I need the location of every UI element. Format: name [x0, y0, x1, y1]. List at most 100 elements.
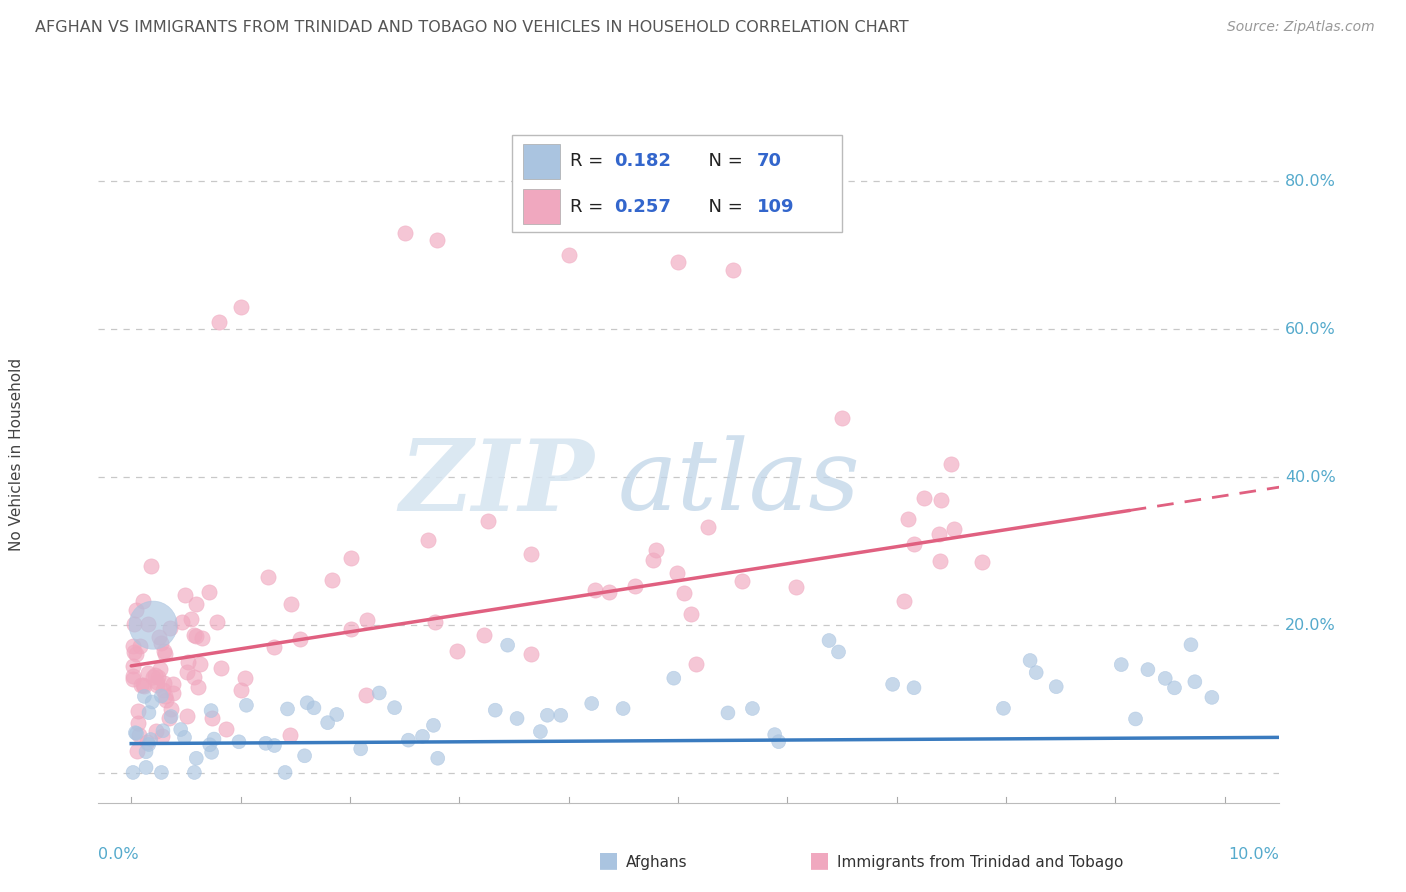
- Point: [325, 707, 347, 722]
- Point: [422, 718, 444, 732]
- Point: [912, 491, 935, 506]
- Point: [228, 735, 250, 749]
- Point: [339, 622, 361, 636]
- Point: [152, 675, 174, 690]
- Point: [135, 745, 157, 759]
- Point: [550, 708, 572, 723]
- Point: [721, 263, 744, 277]
- Point: [148, 630, 170, 644]
- Point: [145, 675, 167, 690]
- Point: [446, 644, 468, 658]
- Point: [183, 627, 205, 641]
- Point: [929, 554, 952, 568]
- Point: [827, 645, 849, 659]
- Point: [125, 726, 148, 740]
- Point: [139, 732, 162, 747]
- Point: [162, 676, 184, 690]
- Point: [1125, 712, 1147, 726]
- Point: [124, 725, 146, 739]
- Text: No Vehicles in Household: No Vehicles in Household: [10, 359, 24, 551]
- Point: [1163, 681, 1185, 695]
- Point: [124, 645, 146, 659]
- Point: [122, 640, 145, 654]
- Point: [215, 723, 238, 737]
- Point: [198, 584, 221, 599]
- Point: [138, 665, 160, 680]
- Point: [321, 574, 343, 588]
- Text: 0.182: 0.182: [614, 153, 671, 170]
- Point: [128, 728, 150, 742]
- Point: [136, 617, 159, 632]
- Point: [201, 710, 224, 724]
- Point: [198, 738, 221, 752]
- Point: [295, 696, 318, 710]
- Point: [233, 671, 256, 685]
- Point: [191, 631, 214, 645]
- Point: [145, 724, 167, 739]
- Point: [152, 682, 174, 697]
- Text: N =: N =: [697, 198, 748, 216]
- Point: [263, 739, 285, 753]
- Point: [155, 693, 177, 707]
- Point: [121, 673, 143, 687]
- Point: [288, 632, 311, 646]
- Text: Immigrants from Trinidad and Tobago: Immigrants from Trinidad and Tobago: [837, 855, 1123, 870]
- Point: [122, 659, 145, 673]
- Text: R =: R =: [569, 153, 609, 170]
- Text: 0.257: 0.257: [614, 198, 671, 216]
- Point: [229, 683, 252, 698]
- Point: [645, 543, 668, 558]
- Point: [134, 679, 156, 693]
- Point: [394, 226, 416, 240]
- Point: [145, 678, 167, 692]
- Point: [142, 618, 165, 632]
- Point: [132, 594, 155, 608]
- Point: [129, 677, 152, 691]
- Text: 109: 109: [756, 198, 794, 216]
- Text: AFGHAN VS IMMIGRANTS FROM TRINIDAD AND TOBAGO NO VEHICLES IN HOUSEHOLD CORRELATI: AFGHAN VS IMMIGRANTS FROM TRINIDAD AND T…: [35, 20, 908, 35]
- Point: [893, 594, 915, 608]
- Point: [152, 723, 174, 738]
- Point: [316, 715, 339, 730]
- Point: [180, 612, 202, 626]
- Text: 80.0%: 80.0%: [1285, 174, 1336, 188]
- Point: [153, 643, 176, 657]
- Point: [1136, 663, 1159, 677]
- Point: [276, 702, 298, 716]
- Point: [187, 680, 209, 694]
- Point: [125, 603, 148, 617]
- Point: [128, 640, 150, 654]
- Point: [472, 628, 495, 642]
- Text: R =: R =: [569, 198, 609, 216]
- Point: [384, 700, 406, 714]
- Point: [278, 728, 301, 742]
- Point: [598, 584, 620, 599]
- Point: [939, 457, 962, 471]
- Point: [136, 735, 159, 749]
- Point: [138, 706, 160, 720]
- Point: [302, 700, 325, 714]
- Point: [520, 647, 543, 661]
- Point: [135, 760, 157, 774]
- Point: [496, 638, 519, 652]
- Point: [183, 670, 205, 684]
- Point: [423, 615, 446, 630]
- Point: [127, 704, 149, 718]
- Point: [903, 681, 925, 695]
- Point: [229, 300, 252, 314]
- Point: [942, 522, 965, 536]
- Point: [173, 731, 195, 745]
- Point: [148, 670, 170, 684]
- Point: [159, 621, 181, 635]
- Point: [412, 729, 434, 743]
- Point: [186, 628, 208, 642]
- Point: [768, 734, 790, 748]
- Point: [186, 751, 208, 765]
- Point: [153, 690, 176, 704]
- Point: [157, 711, 180, 725]
- Point: [1025, 665, 1047, 680]
- Point: [818, 633, 841, 648]
- Text: Source: ZipAtlas.com: Source: ZipAtlas.com: [1227, 20, 1375, 34]
- Point: [763, 728, 786, 742]
- Point: [972, 556, 994, 570]
